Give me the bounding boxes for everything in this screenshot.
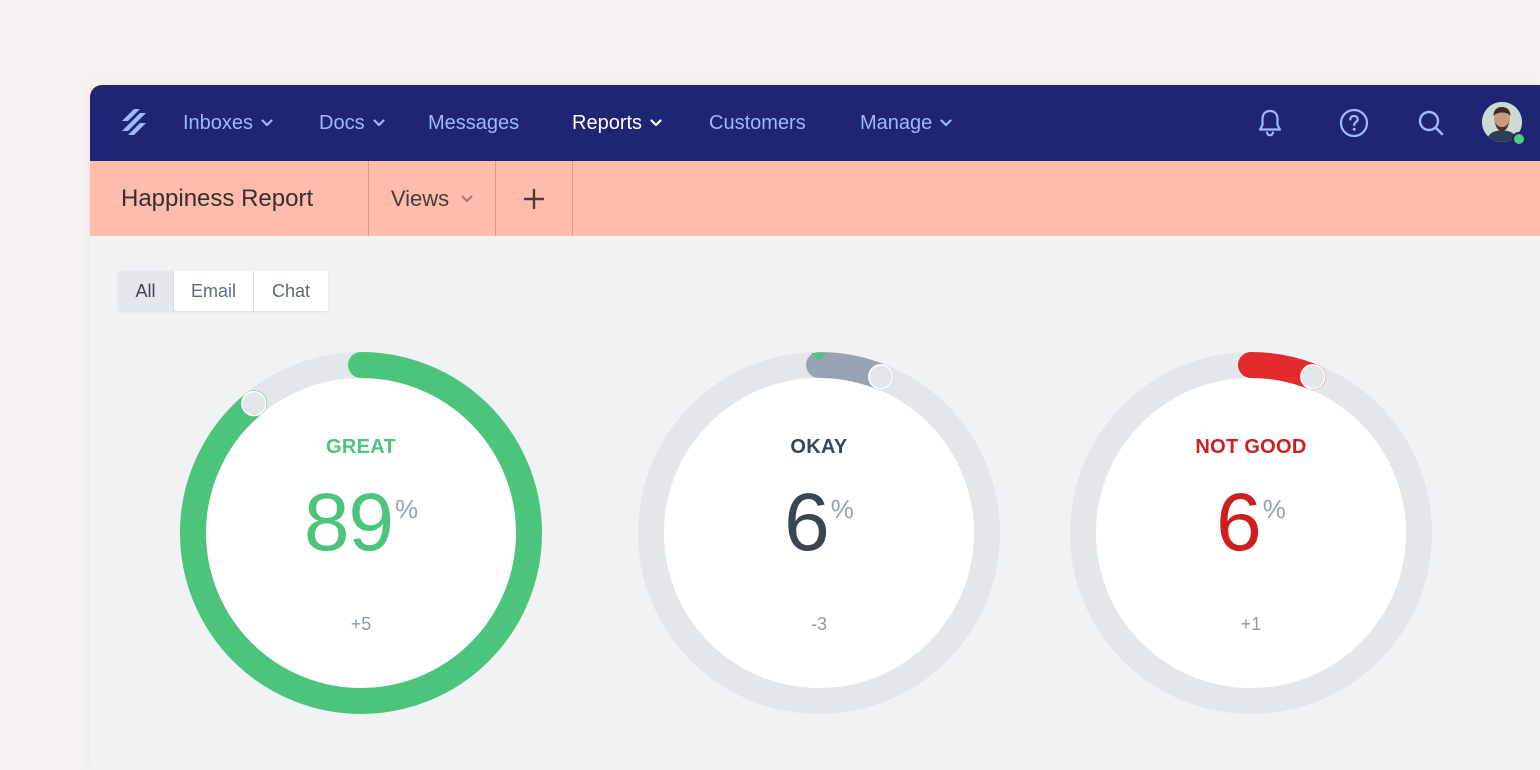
gauge-progress-arc <box>638 352 1000 714</box>
nav-docs[interactable]: Docs <box>319 85 385 161</box>
nav-inboxes-label: Inboxes <box>183 111 254 134</box>
page-title: Happiness Report <box>121 184 314 212</box>
trend-up-icon <box>1243 353 1259 361</box>
gauge-face <box>664 378 974 688</box>
gauge-not-good: NOT GOOD 6 % +1 <box>1070 352 1432 714</box>
gauge-knob <box>868 364 894 390</box>
gauge-ring <box>638 352 1000 714</box>
views-label: Views <box>390 185 450 211</box>
channel-filter: All Email Chat <box>118 271 328 311</box>
helpscout-logo[interactable] <box>118 105 152 139</box>
trend-up-icon <box>353 353 369 361</box>
gauge-value: 6 % <box>1070 482 1432 564</box>
nav-customers[interactable]: Customers <box>709 85 806 161</box>
gauge-number: 89 <box>303 477 394 568</box>
gauge-label: NOT GOOD <box>1195 436 1307 458</box>
filter-all[interactable]: All <box>118 271 174 311</box>
nav-reports-label: Reports <box>572 111 643 134</box>
gauge-progress-arc <box>180 352 542 714</box>
divider <box>495 161 496 236</box>
bell-icon[interactable] <box>1254 107 1286 139</box>
gauge-value: 89 % <box>180 482 542 564</box>
gauge-delta: +5 <box>350 614 372 634</box>
divider <box>572 161 573 236</box>
gauge-unit: % <box>1262 494 1286 524</box>
gauge-delta: -3 <box>810 614 827 634</box>
divider <box>368 161 369 236</box>
gauge-face <box>1096 378 1406 688</box>
chevron-down-icon <box>940 119 952 127</box>
nav-messages[interactable]: Messages <box>428 85 519 161</box>
nav-messages-label: Messages <box>428 111 520 134</box>
gauge-ring <box>1070 352 1432 714</box>
nav-reports[interactable]: Reports <box>572 85 662 161</box>
online-status-dot <box>1512 132 1526 146</box>
nav-manage[interactable]: Manage <box>860 85 952 161</box>
nav-inboxes[interactable]: Inboxes <box>183 85 273 161</box>
gauge-face <box>206 378 516 688</box>
gauge-value: 6 % <box>638 482 1000 564</box>
app-window: Inboxes Docs Messages Reports Customers … <box>90 85 1540 770</box>
help-icon[interactable] <box>1338 107 1370 139</box>
gauge-progress-arc <box>1070 352 1432 714</box>
search-icon[interactable] <box>1415 107 1447 139</box>
chevron-down-icon <box>261 119 273 127</box>
report-header: Happiness Report Views <box>90 161 1540 236</box>
gauge-label: OKAY <box>790 436 848 458</box>
gauge-unit: % <box>830 494 854 524</box>
gauge-great: GREAT 89 % +5 <box>180 352 542 714</box>
chevron-down-icon <box>372 119 385 127</box>
nav-customers-label: Customers <box>709 111 806 134</box>
views-dropdown[interactable]: Views <box>369 161 495 236</box>
chevron-down-icon <box>461 195 473 202</box>
filter-chat[interactable]: Chat <box>254 271 328 311</box>
gauge-number: 6 <box>784 477 830 568</box>
top-nav: Inboxes Docs Messages Reports Customers … <box>90 85 1540 161</box>
nav-docs-label: Docs <box>319 111 365 134</box>
gauge-knob <box>241 390 267 417</box>
chevron-down-icon <box>650 119 662 127</box>
trend-down-icon <box>811 353 827 361</box>
gauge-label: GREAT <box>325 436 396 458</box>
gauge-knob <box>1300 364 1326 390</box>
filter-email[interactable]: Email <box>174 271 254 311</box>
gauge-okay: OKAY 6 % -3 <box>638 352 1000 714</box>
gauge-ring <box>180 352 542 714</box>
nav-manage-label: Manage <box>860 111 933 134</box>
gauge-number: 6 <box>1216 477 1262 568</box>
plus-icon <box>523 188 545 209</box>
add-view-button[interactable] <box>496 161 572 236</box>
gauge-delta: +1 <box>1240 614 1262 634</box>
gauge-unit: % <box>395 494 419 524</box>
